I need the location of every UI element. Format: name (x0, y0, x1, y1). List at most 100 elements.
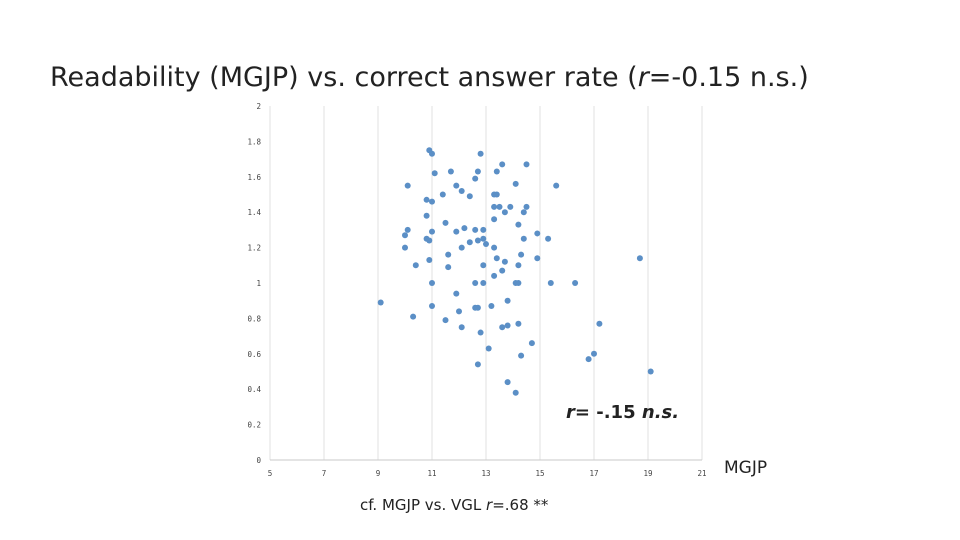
data-point (523, 203, 530, 210)
data-point (404, 182, 411, 189)
data-point (515, 280, 522, 286)
y-axis-ticks: 0 0.2 0.4 0.6 0.8 1 1.2 1.4 1.6 1.8 2 (247, 102, 261, 465)
data-point (499, 267, 506, 274)
data-point (483, 241, 489, 248)
footnote: cf. MGJP vs. VGL r=.68 ** (360, 496, 548, 514)
x-tick-label: 9 (376, 469, 381, 478)
data-point (491, 216, 498, 223)
data-point (377, 299, 384, 306)
data-point (499, 324, 506, 331)
data-point (474, 361, 481, 368)
y-tick-label: 0.2 (247, 421, 261, 430)
data-point (491, 272, 498, 279)
data-point (429, 150, 435, 157)
y-tick-label: 2 (256, 102, 261, 111)
data-point (445, 264, 452, 271)
data-point (472, 226, 479, 233)
data-point (474, 304, 481, 311)
data-point (453, 290, 460, 297)
data-point (466, 239, 473, 246)
data-point (423, 196, 430, 203)
data-point (466, 193, 473, 200)
x-tick-label: 17 (589, 469, 598, 478)
y-tick-label: 1.2 (247, 244, 261, 253)
data-point (501, 209, 508, 216)
data-point (431, 170, 438, 177)
data-point (520, 209, 527, 216)
data-point (429, 303, 435, 310)
data-point (512, 389, 519, 396)
y-tick-label: 0 (256, 456, 261, 465)
data-point (447, 168, 454, 175)
data-point (442, 219, 449, 226)
data-point (453, 228, 460, 235)
footnote-prefix: cf. MGJP vs. VGL (360, 496, 487, 514)
data-point (426, 256, 433, 263)
data-point (534, 255, 541, 262)
x-tick-label: 13 (481, 469, 490, 478)
data-point (474, 168, 481, 175)
data-point (453, 182, 460, 189)
data-point (491, 244, 498, 251)
data-point (512, 180, 519, 187)
data-point (402, 244, 408, 251)
data-point (647, 368, 654, 375)
data-point (545, 235, 552, 242)
data-point (485, 345, 492, 352)
data-point (480, 262, 487, 269)
y-tick-label: 1.6 (247, 173, 261, 182)
data-point (591, 350, 597, 357)
title-r-symbol: r (637, 62, 649, 94)
data-point (496, 203, 503, 210)
y-tick-label: 0.8 (247, 314, 261, 323)
footnote-r-symbol: r (486, 496, 493, 514)
data-point (477, 150, 484, 157)
data-point (534, 230, 541, 237)
data-point (472, 280, 479, 286)
data-point (488, 303, 495, 310)
data-point (504, 297, 511, 304)
x-tick-label: 15 (535, 469, 544, 478)
data-point (423, 212, 430, 219)
y-tick-label: 1 (256, 279, 261, 288)
data-point (585, 356, 592, 363)
data-point (410, 313, 417, 320)
x-tick-label: 19 (643, 469, 652, 478)
data-point (547, 280, 554, 286)
data-point (504, 379, 511, 386)
data-point (474, 237, 481, 244)
data-point (515, 221, 522, 228)
x-axis-ticks: 5 7 9 11 13 15 17 19 21 (268, 469, 707, 478)
data-point (504, 322, 511, 329)
data-point (636, 255, 643, 262)
annotation-significance: n.s. (641, 402, 680, 423)
data-point (523, 161, 530, 168)
data-point (445, 251, 452, 258)
x-tick-label: 11 (427, 469, 436, 478)
data-point (472, 175, 479, 182)
title-suffix: =-0.15 n.s.) (648, 62, 809, 94)
data-point (429, 198, 435, 205)
data-point (429, 228, 435, 235)
data-point (553, 182, 560, 189)
data-point (456, 308, 462, 315)
data-point (501, 258, 508, 265)
data-point (520, 235, 527, 242)
y-tick-label: 1.8 (247, 137, 261, 146)
data-point (493, 255, 500, 262)
annotation-r-symbol: r (566, 402, 575, 423)
correlation-annotation: r= -.15 n.s. (566, 402, 679, 423)
data-point (480, 280, 487, 286)
x-tick-label: 5 (268, 469, 273, 478)
page-title: Readability (MGJP) vs. correct answer ra… (50, 62, 809, 93)
data-point (518, 251, 525, 258)
data-point (404, 226, 411, 233)
data-point (518, 352, 525, 359)
data-point (458, 244, 465, 251)
data-point (493, 191, 500, 198)
data-point (515, 320, 522, 327)
data-point (412, 262, 419, 269)
x-tick-label: 21 (697, 469, 706, 478)
data-point (477, 329, 484, 336)
data-point (491, 203, 498, 210)
